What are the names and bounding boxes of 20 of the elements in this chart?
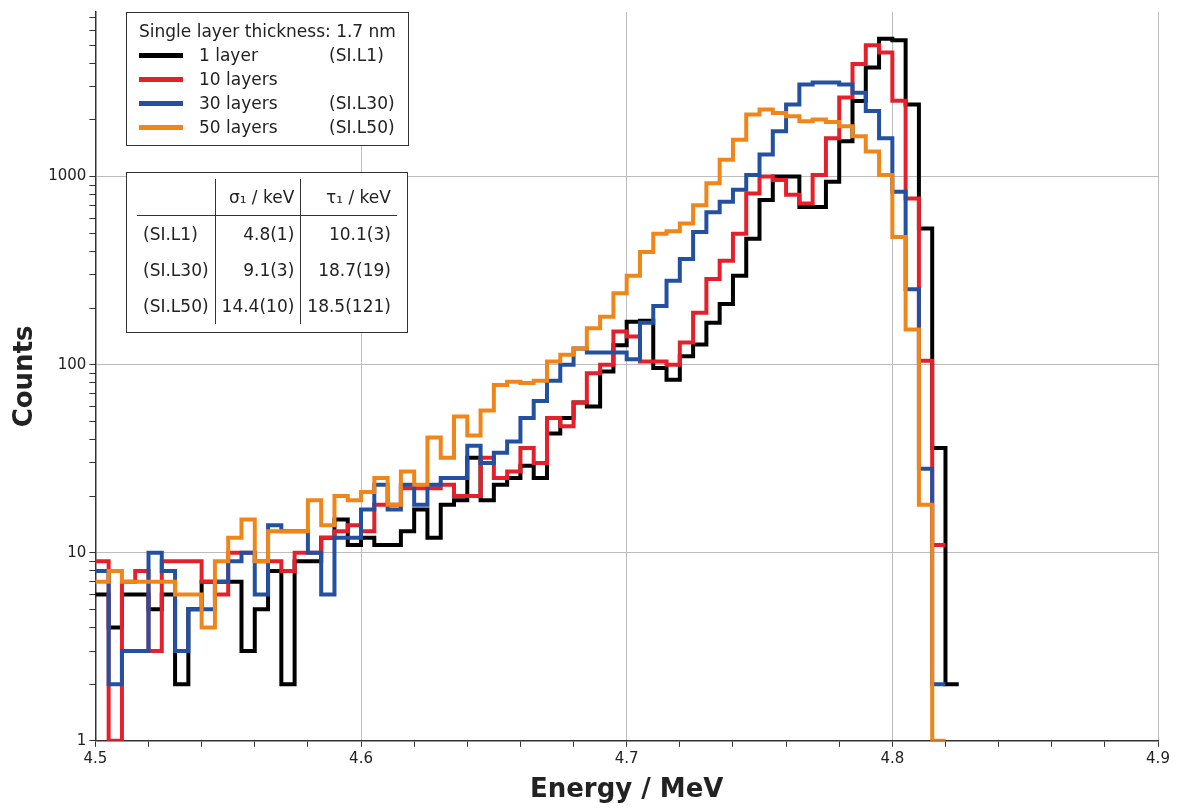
text: 50 layers (SI.L50) [199, 117, 395, 137]
text: 1 layer (SI.L1) [199, 45, 384, 65]
y-tick-label: 1000 [48, 166, 87, 185]
text: σ₁ / keV τ₁ / keV [228, 187, 391, 207]
legend-label: 10 layers [199, 69, 279, 89]
x-tick-label: 4.8 [880, 748, 905, 767]
x-axis-title: Energy / MeV [529, 773, 724, 804]
x-tick-label: 4.6 [349, 748, 373, 767]
y-tick-label: 10 [67, 542, 87, 561]
x-tick-label: 4.7 [614, 748, 639, 767]
text: (SI.L1) 4.8(1) 10.1(3) [143, 224, 391, 244]
text: 30 layers (SI.L30) [199, 93, 395, 113]
x-tick-label: 4.5 [83, 748, 108, 767]
text: (SI.L30) 9.1(3) 18.7(19) [143, 260, 391, 280]
y-axis-title: Counts [8, 325, 39, 428]
y-tick-label: 1 [76, 730, 87, 749]
x-tick-label: 4.9 [1146, 748, 1170, 767]
legend-title: Single layer thickness: 1.7 nm [139, 21, 396, 41]
y-tick-label: 100 [57, 354, 87, 373]
annotation: (SI.L50) 14.4(10) 18.5(121) [142, 295, 392, 318]
